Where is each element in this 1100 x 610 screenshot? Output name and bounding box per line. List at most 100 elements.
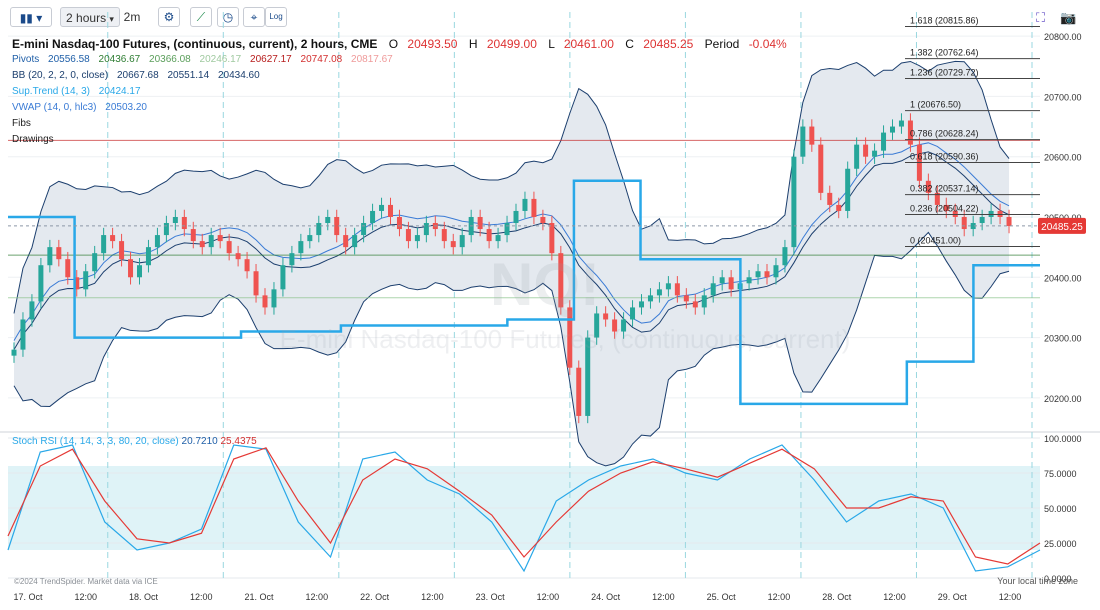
candle-body: [809, 126, 815, 145]
candle-body: [253, 271, 259, 296]
candle-body: [414, 235, 420, 242]
candle-body: [773, 265, 779, 278]
x-tick-label: 25. Oct: [707, 592, 737, 602]
stoch-tick-label: 25.0000: [1044, 539, 1077, 549]
fib-level-label: 0.618 (20590.36): [910, 152, 979, 162]
candle-body: [289, 253, 295, 266]
bb-legend[interactable]: BB (20, 2, 2, 0, close) 20667.68 20551.1…: [12, 70, 260, 81]
fib-level-label: 1.236 (20729.72): [910, 67, 979, 77]
candle-body: [854, 144, 860, 169]
candle-body: [585, 337, 591, 416]
candle-body: [110, 235, 116, 242]
fib-level-label: 0.786 (20628.24): [910, 129, 979, 139]
candle-body: [818, 144, 824, 193]
candle-body: [701, 295, 707, 308]
candle-body: [943, 204, 949, 211]
gear-icon[interactable]: ⚙: [158, 7, 180, 27]
candle-body: [630, 307, 636, 320]
candle-body: [11, 349, 17, 356]
copyright: ©2024 TrendSpider. Market data via ICE: [14, 577, 158, 586]
candle-body: [47, 247, 53, 266]
log-button[interactable]: Log: [265, 7, 287, 27]
drawings-legend[interactable]: Drawings: [12, 134, 54, 145]
bb-middle-line: [13, 151, 1010, 350]
candle-body: [29, 301, 35, 320]
candle-body: [271, 289, 277, 308]
chevron-down-icon: ▾: [109, 14, 114, 24]
candle-body: [298, 241, 304, 254]
clock-icon[interactable]: ◷: [217, 7, 239, 27]
candle-body: [56, 247, 62, 260]
candle-body: [423, 223, 429, 236]
candle-body: [217, 235, 223, 242]
candle-body: [683, 295, 689, 302]
candle-body: [881, 132, 887, 151]
candle-body: [639, 301, 644, 308]
watermark-subtitle: E-mini Nasdaq-100 Futures, (continuous, …: [280, 324, 851, 354]
candle-body: [128, 259, 134, 278]
high-value: 20499.00: [486, 37, 537, 51]
candle-body: [567, 307, 573, 368]
fib-level-label: 0.382 (20537.14): [910, 184, 979, 194]
x-tick-label: 12:00: [537, 592, 560, 602]
candle-body: [101, 235, 107, 254]
candle-body: [898, 120, 904, 127]
vwap-legend[interactable]: VWAP (14, 0, hlc3) 20503.20: [12, 102, 147, 113]
candle-body: [621, 319, 627, 332]
candle-body: [970, 223, 976, 230]
candle-body: [710, 283, 716, 296]
x-tick-label: 12:00: [74, 592, 97, 602]
candle-body: [441, 229, 447, 242]
fibs-legend[interactable]: Fibs: [12, 118, 31, 129]
x-tick-label: 29. Oct: [938, 592, 968, 602]
pivots-legend[interactable]: Pivots 20556.58 20436.67 20366.08 20246.…: [12, 54, 393, 65]
interval-select[interactable]: 2 hours ▾: [60, 7, 120, 27]
candle-body: [343, 235, 349, 248]
candle-body: [181, 216, 187, 230]
price-tick-label: 20600.00: [1044, 153, 1082, 163]
range-button[interactable]: 2m: [120, 7, 144, 27]
candle-body: [522, 198, 528, 211]
x-tick-label: 12:00: [652, 592, 675, 602]
price-tick-label: 20700.00: [1044, 92, 1082, 102]
candle-body: [961, 216, 967, 230]
candle-body: [540, 216, 546, 224]
candle-body: [477, 216, 483, 230]
candle-body: [280, 265, 286, 290]
supertrend-legend[interactable]: Sup.Trend (14, 3) 20424.17: [12, 86, 141, 97]
camera-icon[interactable]: 📷: [1060, 10, 1077, 25]
candle-body: [594, 313, 600, 338]
chart-type-button[interactable]: ▮▮ ▾: [10, 7, 52, 27]
fib-level-label: 0.236 (20504.22): [910, 203, 979, 213]
candle-body: [513, 210, 519, 224]
candle-body: [83, 271, 89, 290]
candle-body: [979, 216, 985, 224]
candle-body: [92, 253, 98, 272]
price-tick-label: 20800.00: [1044, 32, 1082, 42]
candle-body: [603, 313, 609, 320]
candle-body: [388, 204, 393, 217]
trend-icon[interactable]: ⟋: [190, 7, 212, 27]
candle-body: [907, 120, 913, 145]
current-price-tag: [1038, 217, 1086, 234]
candle-body: [872, 150, 878, 157]
ohlc: O 20493.50 H 20499.00 L 20461.00 C 20485…: [388, 37, 787, 51]
candle-body: [827, 192, 833, 205]
fullscreen-icon[interactable]: ⛶: [1036, 10, 1046, 25]
vwap-line: [13, 142, 1010, 341]
candle-body: [531, 198, 537, 217]
x-tick-label: 28. Oct: [822, 592, 852, 602]
candle-body: [199, 241, 205, 248]
bb-upper-line: [13, 60, 1010, 314]
bb-cloud: [14, 61, 1010, 466]
x-tick-label: 12:00: [190, 592, 213, 602]
candle-body: [656, 289, 662, 296]
candle-body: [495, 235, 501, 242]
candle-body: [719, 277, 725, 284]
candle-body: [20, 319, 26, 350]
stoch-tick-label: 50.0000: [1044, 504, 1077, 514]
crosshair-icon[interactable]: ⌖: [243, 7, 265, 27]
candle-body: [190, 229, 196, 242]
candle-body: [863, 144, 869, 157]
